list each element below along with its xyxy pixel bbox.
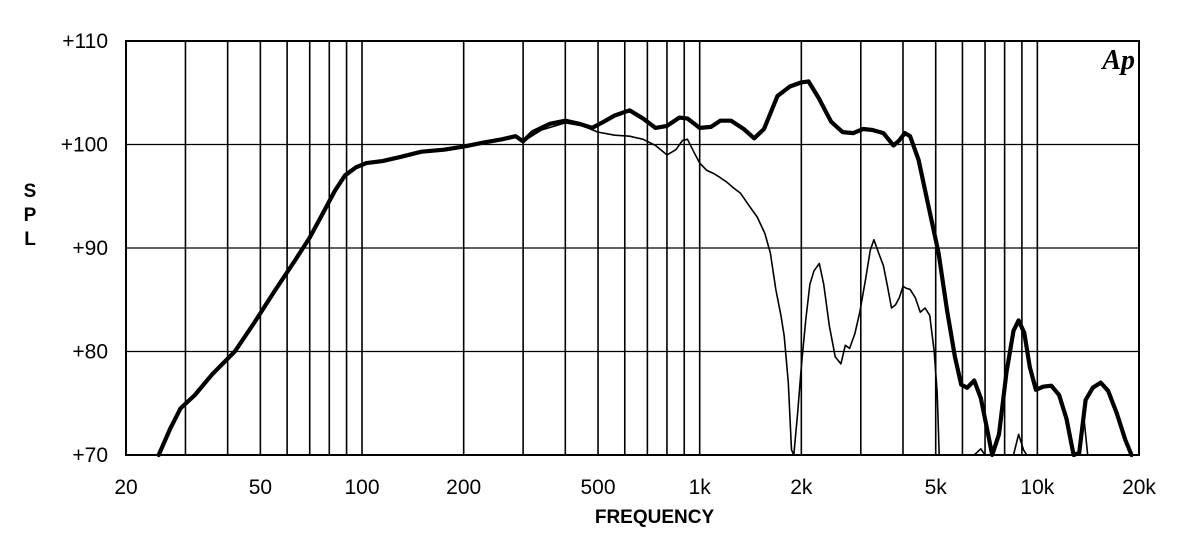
grid [125,40,1140,456]
series-layer [156,79,1134,458]
x-tick-label: 1k [689,476,712,499]
y-tick-label: +80 [72,341,108,364]
thick-response-curve-0 [156,79,1134,458]
x-tick-label: 20 [114,476,137,499]
y-axis-title-letter: S [24,181,37,202]
plot-frame [125,40,1140,456]
x-tick-labels: 20 50 100 200 500 1k 2k 5k 10k 20k [114,476,1156,499]
thin-response-curve-3 [1012,433,1028,456]
y-tick-label: +70 [72,444,108,467]
y-tick-label: +100 [61,134,108,157]
y-axis-title-letter: L [24,229,36,250]
x-axis-title: FREQUENCY [595,507,715,528]
y-axis-title-letter: P [24,205,37,226]
y-tick-labels: +70 +80 +90 +100 +110 [61,30,108,467]
thin-response-curve-4 [1078,412,1089,456]
x-tick-label: 10k [1020,476,1054,499]
y-axis-title: SPL [24,181,37,250]
thin-response-curve-2 [973,448,986,456]
x-tick-label: 500 [581,476,616,499]
x-tick-label: 2k [790,476,813,499]
y-tick-label: +110 [62,30,108,53]
x-tick-label: 20k [1122,476,1156,499]
x-tick-label: 5k [925,476,948,499]
y-tick-label: +90 [72,237,108,260]
x-tick-label: 200 [446,476,481,499]
x-tick-label: 100 [344,476,379,499]
ap-logo: Ap [1100,45,1135,76]
thin-response-curve-1 [522,122,943,456]
x-tick-label: 50 [249,476,272,499]
